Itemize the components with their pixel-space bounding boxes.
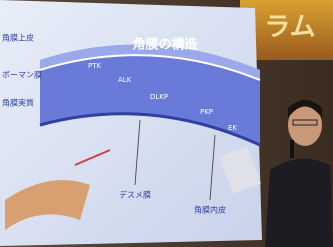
microphone	[290, 140, 294, 158]
banner-text: ラム	[264, 13, 315, 43]
layer-label: PKP	[200, 108, 213, 116]
speaker-body	[265, 159, 333, 247]
bottom-label: デスメ膜	[119, 190, 151, 200]
layer-label: EK	[228, 124, 237, 132]
layer-label: DLKP	[150, 93, 168, 101]
left-label: 角膜上皮	[2, 33, 34, 43]
layer-label: ALK	[118, 76, 132, 84]
slide-title: 角膜の構造	[132, 37, 198, 53]
photo: ラム 角膜の構造 角膜上皮 ボーマン膜 角膜実質 PTK ALK DLKP PK…	[0, 0, 333, 247]
left-label: ボーマン膜	[2, 70, 42, 80]
left-label: 角膜実質	[2, 98, 34, 108]
layer-label: PTK	[88, 62, 101, 70]
bottom-label: 角膜内皮	[194, 205, 226, 215]
